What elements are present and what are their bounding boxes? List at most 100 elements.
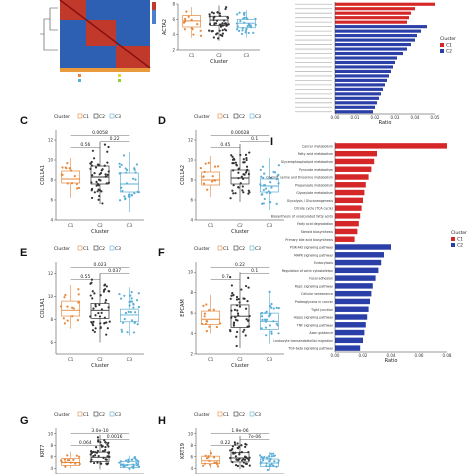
data-point	[93, 172, 96, 175]
data-point	[243, 173, 246, 176]
legend-swatch-c2	[233, 113, 239, 119]
data-point	[133, 192, 136, 195]
data-point	[238, 11, 241, 14]
data-point	[243, 16, 246, 19]
data-point	[204, 454, 207, 457]
y-tick-label: 10	[188, 431, 194, 436]
y-tick-label: 12	[48, 271, 54, 276]
data-point	[235, 304, 239, 307]
legend-label-c1: C1	[457, 237, 463, 243]
data-point	[94, 166, 98, 169]
data-point	[218, 12, 221, 15]
data-point	[212, 308, 215, 311]
data-point	[245, 318, 248, 321]
data-point	[206, 188, 209, 191]
legend-swatch-c1	[451, 237, 455, 241]
bar-label: Hippo signaling pathway	[294, 316, 333, 320]
data-point	[123, 195, 126, 198]
bar-label: Tight junction	[310, 308, 333, 312]
data-point	[104, 440, 107, 444]
legend-swatch-c1	[217, 113, 223, 119]
data-point	[107, 452, 110, 455]
data-point	[234, 316, 237, 319]
data-point	[259, 168, 262, 172]
bar	[335, 252, 384, 258]
data-point	[223, 22, 226, 25]
bar-label: Propanoate metabolism	[295, 183, 333, 187]
data-point	[123, 294, 126, 297]
pvalue-label: 0.56	[80, 142, 90, 148]
data-point	[122, 154, 126, 157]
legend-swatch-c1	[77, 245, 83, 251]
data-point	[232, 322, 235, 325]
data-point	[66, 305, 69, 308]
data-point	[223, 28, 226, 31]
data-point	[202, 182, 206, 185]
data-point	[93, 330, 96, 334]
legend-title: Cluster	[194, 114, 210, 120]
data-point	[260, 311, 264, 315]
legend-label-c1: C1	[223, 246, 229, 252]
legend-label-c3: C3	[255, 114, 261, 120]
data-point	[92, 461, 96, 465]
data-point	[260, 175, 263, 178]
data-point	[230, 154, 233, 157]
data-point	[97, 178, 101, 181]
data-point	[122, 463, 125, 466]
data-point	[241, 29, 244, 32]
data-point	[89, 167, 92, 170]
data-point	[260, 455, 263, 459]
data-point	[232, 162, 235, 165]
y-tick-label: 4	[172, 32, 175, 37]
data-point	[95, 180, 98, 183]
data-point	[216, 465, 220, 468]
data-point	[96, 449, 99, 453]
data-point	[244, 307, 248, 310]
data-point	[244, 29, 248, 32]
legend-label-c2: C2	[99, 412, 105, 418]
data-point	[241, 185, 244, 188]
x-tick-label: 0.00	[331, 115, 340, 120]
y-tick-label: 8	[190, 178, 193, 183]
data-point	[75, 182, 78, 186]
data-point	[100, 444, 103, 447]
data-point	[213, 461, 216, 464]
data-point	[232, 452, 235, 455]
data-point	[246, 457, 249, 460]
data-point	[275, 306, 278, 310]
data-point	[78, 462, 81, 466]
bar	[335, 166, 372, 172]
data-point	[211, 180, 214, 183]
data-point	[270, 306, 273, 309]
data-point	[236, 330, 239, 334]
pvalue-label: 1.9e-06	[231, 428, 248, 434]
data-point	[75, 454, 78, 457]
data-point	[270, 330, 273, 333]
data-point	[107, 441, 110, 445]
data-point	[76, 187, 79, 190]
data-point	[260, 461, 263, 464]
data-point	[227, 23, 230, 26]
data-point	[68, 167, 71, 170]
data-point	[119, 297, 123, 300]
panel-letter-g: G	[20, 415, 29, 427]
panel-letter-c: C	[20, 115, 28, 127]
data-point	[225, 23, 228, 26]
data-point	[241, 27, 244, 30]
bar	[335, 92, 381, 96]
panel-b: 2 4 6 8 ACTA2 C1 C2 C3 Cluster	[162, 2, 260, 65]
data-point	[233, 441, 236, 444]
data-point	[263, 318, 267, 321]
data-point	[230, 449, 233, 452]
data-point	[107, 306, 110, 309]
data-point	[78, 455, 81, 458]
data-point	[136, 464, 139, 467]
x-tick-label: C1	[68, 223, 74, 228]
data-point	[60, 461, 64, 464]
legend-swatch-c3	[109, 411, 115, 417]
data-point	[221, 34, 224, 37]
heatmap-fragment	[40, 0, 156, 82]
data-point	[91, 322, 94, 325]
data-point	[130, 297, 133, 300]
bar	[335, 87, 383, 91]
